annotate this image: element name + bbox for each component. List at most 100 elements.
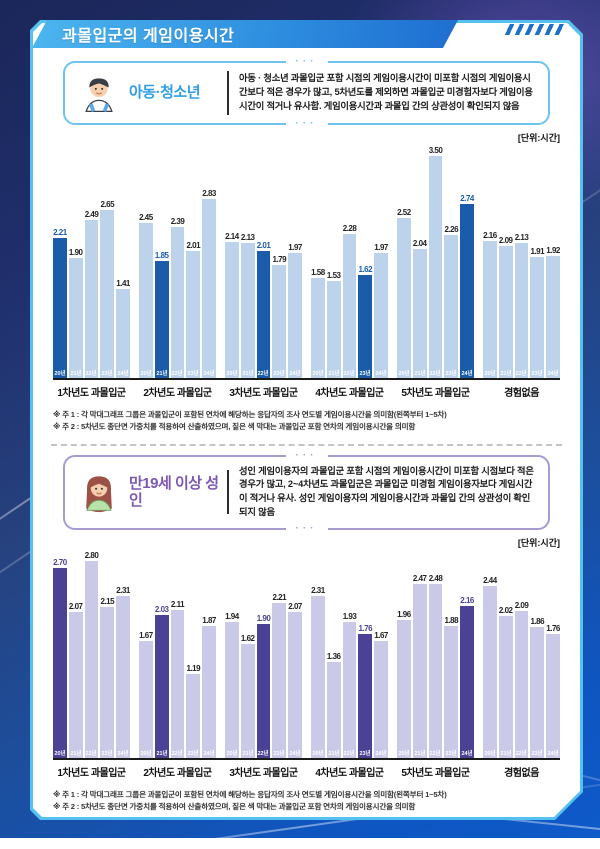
bar: 22년 [343,234,357,378]
bar: 21년 [499,616,513,758]
bar-column: 1.62 23년 [358,265,372,378]
value-label: 1.87 [202,616,216,626]
bar-column: 2.21 23년 [272,593,286,758]
year-tick-label: 22년 [85,370,98,377]
bar-group: 1.94 20년 1.62 21년 1.90 22년 2.21 23년 2.07 24년 [225,593,302,758]
year-tick-label: 23년 [101,750,113,757]
section-youth: ··· ··· 아동·청소년 아동 · 청소년 [47,61,566,433]
value-label: 1.67 [139,631,153,641]
bar-highlighted: 21년 [155,615,169,758]
year-tick-label: 21년 [242,750,254,757]
group-labels-row: 1차년도 과몰입군 2차년도 과몰입군 3차년도 과몰입군 4차년도 과몰입군 5차년도… [53,380,560,399]
bar: 21년 [241,644,255,758]
group-label: 1차년도 과몰입군 [57,388,126,399]
callout-dots-decoration: ··· [286,451,328,461]
value-label: 2.70 [53,558,67,568]
bar-highlighted: 22년 [257,251,271,378]
bar: 20년 [483,586,497,758]
year-tick-label: 22년 [429,370,442,377]
year-tick-label: 22년 [429,750,442,757]
bar-column: 2.28 22년 [343,224,357,378]
bar-column: 2.45 20년 [139,213,153,378]
year-tick-label: 22년 [515,750,528,757]
year-tick-label: 21년 [328,370,340,377]
bar: 23년 [272,265,286,378]
year-tick-label: 24년 [117,750,129,757]
bar: 22년 [171,610,185,758]
value-label: 1.88 [444,616,459,626]
value-label: 2.16 [460,596,474,606]
bar: 23년 [186,674,200,758]
value-label: 2.26 [444,225,459,234]
bar: 23년 [444,626,458,758]
bar: 23년 [100,607,114,758]
value-label: 1.94 [225,612,239,622]
bar-column: 1.97 24년 [374,243,388,378]
bars-area: 2.70 20년 2.07 21년 2.80 22년 2.15 23년 2.31 24년 1.67 2… [53,551,560,758]
bar-column: 1.86 23년 [530,617,544,758]
bar-column: 2.07 21년 [69,602,83,758]
callout-adult: ··· ··· 만19세 이상 성인 성인 게 [63,455,550,531]
group-label: 경험없음 [504,388,539,399]
group-label: 5차년도 과몰입군 [401,388,470,399]
bar-column: 2.04 21년 [413,239,427,378]
unit-label: [단위:시간] [517,538,560,549]
year-tick-label: 24년 [547,370,559,377]
bar: 23년 [100,210,114,378]
bar: 22년 [171,227,185,378]
year-tick-label: 20년 [54,750,66,757]
callout-text-adult: 성인 게임이용자의 과몰입군 포함 시점의 게임이용시간이 미포함 시점보다 적… [239,465,534,518]
value-label: 2.14 [225,232,239,241]
bar-column: 2.14 20년 [225,232,239,378]
bar: 20년 [225,622,239,758]
year-tick-label: 21년 [328,750,340,757]
year-tick-label: 23년 [531,750,543,757]
bars-area: 2.21 20년 1.90 21년 2.49 22년 2.65 23년 1.41 24년 2.45 2… [53,146,560,378]
year-tick-label: 23년 [187,750,199,757]
group-label: 경험없음 [504,768,539,780]
bar-group: 2.21 20년 1.90 21년 2.49 22년 2.65 23년 1.41 24년 [53,200,130,378]
bar-group: 1.96 20년 2.47 21년 2.48 22년 1.88 23년 2.16 24년 [397,574,474,758]
unit-label: [단위:시간] [517,133,560,143]
bar-column: 1.91 23년 [530,247,544,378]
year-tick-label: 23년 [273,750,285,757]
group-label: 5차년도 과몰입군 [401,768,470,780]
bar: 20년 [139,641,153,758]
value-label: 2.83 [202,189,216,198]
bar-column: 2.11 22년 [171,600,185,758]
bar-column: 1.93 22년 [343,612,357,758]
year-tick-label: 20년 [140,370,152,377]
year-tick-label: 24년 [461,750,473,757]
bar-column: 2.83 24년 [202,189,216,378]
year-tick-label: 24년 [547,750,559,757]
year-tick-label: 21년 [500,750,512,757]
value-label: 1.62 [240,634,255,644]
bar-column: 1.19 23년 [186,664,200,758]
bar: 21년 [69,258,83,378]
bar-group: 2.45 20년 1.85 21년 2.39 22년 2.01 23년 2.83 24년 [139,189,216,378]
bar-column: 1.90 21년 [69,248,83,378]
bar-column: 1.85 21년 [155,251,169,378]
bar-highlighted: 22년 [257,624,271,758]
group-label: 1차년도 과몰입군 [57,768,126,780]
callout-text-youth: 아동 · 청소년 과몰입군 포함 시점의 게임이용시간이 미포함 시점의 게임이… [239,73,533,111]
year-tick-label: 20년 [484,750,496,757]
bar: 21년 [241,243,255,378]
year-tick-label: 23년 [445,370,457,377]
year-tick-label: 20년 [140,750,152,757]
bar: 23년 [186,251,200,378]
value-label: 2.07 [288,602,302,612]
bar: 24년 [374,253,388,378]
value-label: 1.76 [358,624,373,634]
year-tick-label: 20년 [398,750,410,757]
footnote-2: ※ 주 2 : 5차년도 종단면 가중치를 적용하여 산출하였으며, 짙은 색 … [53,421,416,431]
value-label: 2.16 [483,231,497,240]
value-label: 2.65 [100,200,115,209]
page-title: 과몰입군의 게임이용시간 [62,28,235,45]
year-tick-label: 21년 [70,370,82,377]
bar: 21년 [327,281,341,378]
value-label: 1.90 [68,248,83,257]
value-label: 1.93 [342,612,357,622]
year-tick-label: 21년 [414,750,426,757]
bar: 24년 [288,253,302,378]
